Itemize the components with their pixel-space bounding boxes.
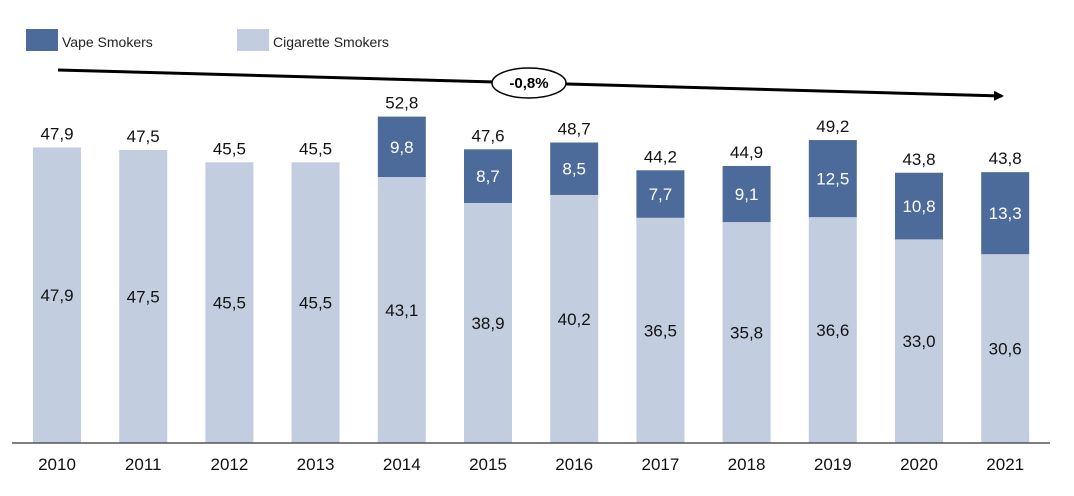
bar-label-cigarette-2021: 30,6 [989, 340, 1022, 359]
legend-label-vape: Vape Smokers [62, 34, 153, 50]
bar-label-cigarette-2013: 45,5 [299, 294, 332, 313]
cagr-label: -0,8% [509, 75, 548, 92]
bar-cigarette-2016 [550, 194, 599, 443]
legend-label-cigarette: Cigarette Smokers [273, 34, 389, 50]
bars-layer: 47,9 47,9 47,5 47,5 45,5 45,5 45,5 45,5 43,1 9,8 5… [33, 94, 1030, 444]
bar-label-vape-2019: 12,5 [816, 170, 849, 189]
total-label-2012: 45,5 [213, 139, 246, 158]
bar-label-vape-2014: 9,8 [390, 138, 414, 157]
bar-label-vape-2020: 10,8 [902, 197, 935, 216]
bar-cigarette-2020 [895, 239, 943, 443]
bar-cigarette-2017 [636, 217, 685, 443]
total-label-2019: 49,2 [816, 117, 849, 136]
bar-cigarette-2012 [205, 162, 254, 443]
bar-cigarette-2010 [33, 147, 81, 443]
bar-label-vape-2021: 13,3 [989, 204, 1022, 223]
x-tick-label-2020: 2020 [900, 455, 938, 474]
bar-vape-2016 [550, 142, 599, 195]
bar-label-vape-2017: 7,7 [649, 185, 673, 204]
bar-label-cigarette-2016: 40,2 [558, 310, 591, 329]
total-label-2016: 48,7 [558, 120, 591, 139]
total-label-2021: 43,8 [989, 149, 1022, 168]
total-label-2011: 47,5 [127, 127, 160, 146]
bar-label-cigarette-2010: 47,9 [40, 286, 73, 305]
bar-label-cigarette-2015: 38,9 [471, 314, 504, 333]
x-tick-label-2015: 2015 [469, 455, 507, 474]
cagr-badge [491, 67, 567, 99]
bar-cigarette-2015 [464, 202, 512, 443]
legend-swatch-cigarette [237, 29, 269, 51]
legend: Vape Smokers Cigarette Smokers [26, 29, 389, 51]
bar-label-cigarette-2011: 47,5 [127, 287, 160, 306]
bar-cigarette-2021 [981, 254, 1030, 443]
x-tick-label-2012: 2012 [210, 455, 248, 474]
bar-cigarette-2019 [808, 217, 857, 443]
bar-cigarette-2013 [291, 162, 340, 443]
x-tick-label-2014: 2014 [383, 455, 421, 474]
x-tick-label-2021: 2021 [986, 455, 1024, 474]
bar-cigarette-2014 [377, 177, 426, 443]
total-label-2014: 52,8 [385, 94, 418, 113]
bar-label-cigarette-2020: 33,0 [902, 332, 935, 351]
total-label-2020: 43,8 [902, 150, 935, 169]
bar-label-cigarette-2018: 35,8 [730, 324, 763, 343]
bar-vape-2015 [464, 149, 512, 203]
bar-label-cigarette-2012: 45,5 [213, 294, 246, 313]
bar-cigarette-2018 [722, 222, 771, 443]
bar-label-vape-2016: 8,5 [562, 160, 586, 179]
x-tick-label-2011: 2011 [125, 455, 162, 474]
x-tick-label-2016: 2016 [555, 455, 593, 474]
x-axis-ticks: 2010 2011 2012 2013 2014 2015 2016 2017 2018 2019… [38, 455, 1024, 474]
bar-cigarette-2011 [119, 149, 168, 444]
x-tick-label-2010: 2010 [38, 455, 76, 474]
total-label-2010: 47,9 [40, 124, 73, 143]
bar-vape-2018 [722, 165, 771, 223]
total-label-2018: 44,9 [730, 143, 763, 162]
total-label-2013: 45,5 [299, 139, 332, 158]
bar-vape-2020 [895, 172, 943, 240]
bar-label-vape-2018: 9,1 [735, 185, 759, 204]
total-label-2015: 47,6 [471, 126, 504, 145]
bar-vape-2014 [377, 116, 426, 178]
bar-label-cigarette-2019: 36,6 [816, 321, 849, 340]
bar-label-cigarette-2017: 36,5 [644, 321, 677, 340]
legend-swatch-vape [26, 29, 58, 51]
cagr-annotation: -0,8% [57, 67, 1004, 101]
x-tick-label-2019: 2019 [814, 455, 852, 474]
bar-label-vape-2015: 8,7 [476, 167, 500, 186]
x-tick-label-2017: 2017 [641, 455, 679, 474]
bar-vape-2017 [636, 170, 685, 218]
total-label-2017: 44,2 [644, 147, 677, 166]
bar-vape-2019 [808, 140, 857, 218]
bar-label-cigarette-2014: 43,1 [385, 301, 418, 320]
bar-vape-2021 [981, 172, 1030, 255]
x-tick-label-2013: 2013 [297, 455, 335, 474]
x-tick-label-2018: 2018 [728, 455, 766, 474]
